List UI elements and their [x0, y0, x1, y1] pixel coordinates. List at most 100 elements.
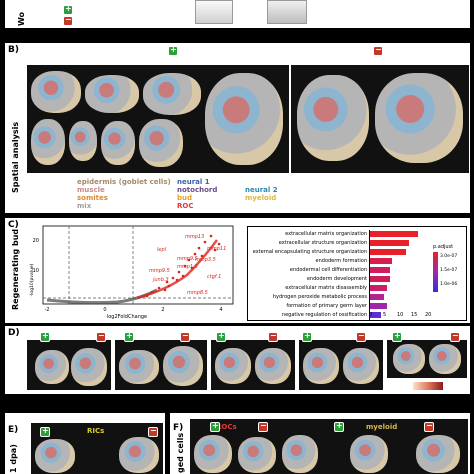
tissue-section: [119, 350, 159, 384]
go-term-labels: extracellular matrix organization extrace…: [249, 230, 367, 320]
go-term-label: extracellular matrix disassembly: [285, 285, 367, 291]
panel-d-frame: [115, 340, 207, 390]
go-term-label: endodermal cell differentiation: [289, 267, 367, 273]
y-axis-label: -log10(pvalue): [29, 263, 35, 296]
volcano-point: [165, 280, 169, 284]
sequencer-image-1: [195, 0, 233, 24]
go-term-label: endoderm development: [306, 276, 367, 282]
go-term-label: hydrogen peroxide metabolic process: [272, 294, 367, 300]
volcano-point: [193, 252, 197, 256]
tissue-section: [350, 435, 388, 473]
p-adjust-value: 3.0e-07: [440, 254, 458, 259]
volcano-point: [181, 274, 185, 278]
panel-d-letter: D): [8, 328, 20, 338]
legend-roc: ROC: [177, 202, 194, 210]
p-adjust-value: 1.5e-07: [440, 268, 458, 273]
volcano-axes-box: [42, 225, 234, 305]
legend-bud: bud: [177, 194, 193, 202]
go-term-label: formation of primary germ layer: [286, 303, 367, 309]
x-axis-label: log2FoldChange: [107, 314, 147, 320]
panel-c-letter: C): [8, 220, 19, 230]
tissue-section: [31, 71, 81, 113]
legend-neural2: neural 2: [245, 186, 278, 194]
legend-somites: somites: [77, 194, 108, 202]
panel-d-frame: [211, 340, 295, 390]
volcano-point: [157, 286, 161, 290]
spatial-left-group: [27, 65, 289, 173]
go-bar: [370, 258, 393, 264]
minus-icon: [148, 426, 158, 437]
gene-label: mmp8.5: [187, 290, 208, 296]
tissue-section: [238, 437, 276, 473]
significant-points: [136, 239, 218, 300]
volcano-point: [187, 258, 191, 262]
panel-f-side-label: ged cells: [176, 432, 185, 473]
p-adjust-gradient: [433, 252, 438, 292]
panel-c-side-label: Regenerating bud: [11, 228, 20, 310]
plus-icon: [392, 331, 402, 342]
tissue-section: [31, 119, 65, 165]
legend-myeloid: myeloid: [245, 194, 277, 202]
volcano-point: [203, 240, 207, 244]
go-term-label: extracellular matrix organization: [285, 231, 367, 237]
plus-icon: [210, 421, 220, 432]
panel-a-side-label: Wo: [17, 11, 26, 26]
minus-icon: [63, 15, 73, 26]
go-term-label: extracellular structure organization: [278, 240, 367, 246]
x-tick-label: -2: [45, 307, 50, 313]
go-bar: [370, 249, 407, 255]
panel-d-frame: [27, 340, 111, 390]
panel-e-frame: RICs: [31, 423, 163, 474]
myeloid-tag: myeloid: [366, 423, 398, 431]
gene-label: mmp13: [185, 234, 204, 240]
go-x-tick: 15: [411, 312, 418, 318]
volcano-point: [163, 288, 167, 292]
panel-f: F) ged cells ROCs myeloid: [170, 413, 470, 474]
minus-icon: [268, 331, 278, 342]
tissue-section: [255, 348, 291, 384]
minus-icon: [373, 45, 383, 56]
volcano-point: [171, 276, 175, 280]
go-term-label: external encapsulating structure organiz…: [252, 249, 367, 255]
x-tick-label: 4: [219, 307, 222, 313]
volcano-point: [177, 270, 181, 274]
volcano-point: [150, 290, 154, 294]
go-x-tick: 20: [425, 312, 432, 318]
panel-d-frame: [299, 340, 383, 390]
minus-icon: [180, 331, 190, 342]
go-x-tick: 5: [383, 312, 387, 318]
go-bar: [370, 276, 390, 282]
legend-neural1: neural 1: [177, 178, 210, 186]
go-x-tick: 10: [397, 312, 404, 318]
plus-icon: [216, 331, 226, 342]
go-bar: [370, 231, 418, 237]
volcano-point: [200, 254, 204, 258]
tissue-section: [163, 346, 203, 386]
volcano-point: [209, 234, 213, 238]
tissue-section: [85, 75, 139, 113]
rics-title: RICs: [87, 427, 105, 435]
volcano-point: [190, 266, 194, 270]
go-x-tick: 0: [369, 312, 373, 318]
go-bar: [370, 240, 410, 246]
plus-icon: [302, 331, 312, 342]
plus-icon: [40, 426, 50, 437]
tissue-section: [393, 344, 425, 374]
volcano-point: [175, 278, 179, 282]
volcano-point: [145, 294, 149, 298]
go-bar: [370, 294, 384, 300]
legend-muscle: muscle: [77, 186, 105, 194]
go-bars: [369, 230, 430, 320]
tissue-section: [343, 348, 379, 384]
y-tick-label: 10: [33, 268, 39, 274]
tissue-section: [205, 73, 283, 165]
go-term-label: endoderm formation: [315, 258, 367, 264]
panel-e-side-label: 1 dpa): [9, 444, 18, 473]
gene-label: mmp9.5: [177, 256, 198, 262]
p-adjust-value: 1.0e-06: [440, 282, 458, 287]
plus-icon: [124, 331, 134, 342]
gene-label: mmp1.5: [177, 264, 198, 270]
spatial-right-group: [291, 65, 469, 173]
panel-f-frame: ROCs myeloid: [190, 419, 468, 474]
tissue-section: [69, 121, 97, 161]
